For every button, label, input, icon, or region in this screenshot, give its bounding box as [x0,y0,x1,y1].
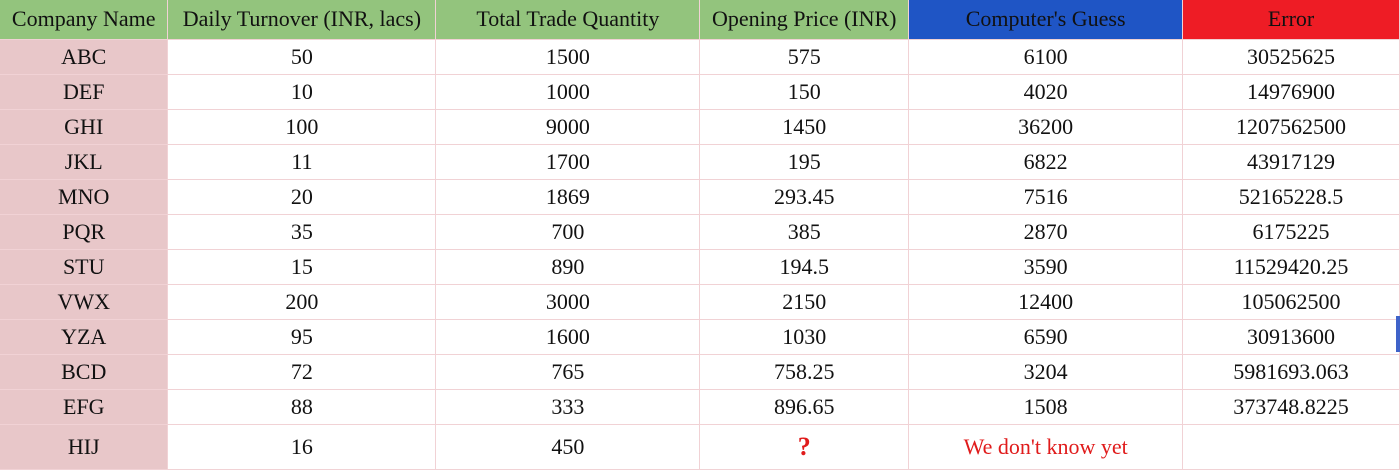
cell-daily-turnover[interactable]: 11 [167,144,437,180]
cell-computers-guess[interactable]: 7516 [908,179,1184,215]
cell-company-name[interactable]: PQR [0,214,169,250]
table-row: MNO 20 1869 293.45 7516 52165228.5 [0,179,1400,215]
table-row: DEF 10 1000 150 4020 14976900 [0,74,1400,110]
cell-daily-turnover[interactable]: 16 [167,424,437,470]
header-opening-price[interactable]: Opening Price (INR) [699,0,910,40]
cell-opening-price[interactable]: 293.45 [699,179,910,215]
cell-opening-price[interactable]: 2150 [699,284,910,320]
cell-opening-price[interactable]: 896.65 [699,389,910,425]
cell-error[interactable]: 373748.8225 [1182,389,1400,425]
cell-company-name[interactable]: JKL [0,144,169,180]
table-row: VWX 200 3000 2150 12400 105062500 [0,284,1400,320]
table-row-hij: HIJ 16 450 ? We don't know yet [0,424,1400,470]
cell-total-trade-quantity[interactable]: 1869 [435,179,701,215]
cell-computers-guess[interactable]: We don't know yet [908,424,1184,470]
cell-error[interactable]: 105062500 [1182,284,1400,320]
header-company-name[interactable]: Company Name [0,0,169,40]
cell-company-name[interactable]: YZA [0,319,169,355]
cell-error[interactable]: 1207562500 [1182,109,1400,145]
cell-total-trade-quantity[interactable]: 1700 [435,144,701,180]
cell-computers-guess[interactable]: 4020 [908,74,1184,110]
cell-computers-guess[interactable]: 6822 [908,144,1184,180]
table-row: YZA 95 1600 1030 6590 30913600 [0,319,1400,355]
header-row: Company Name Daily Turnover (INR, lacs) … [0,0,1400,40]
cell-daily-turnover[interactable]: 72 [167,354,437,390]
cell-total-trade-quantity[interactable]: 3000 [435,284,701,320]
table-row: BCD 72 765 758.25 3204 5981693.063 [0,354,1400,390]
cell-opening-price[interactable]: ? [699,424,910,470]
cell-company-name[interactable]: HIJ [0,424,169,470]
cell-daily-turnover[interactable]: 200 [167,284,437,320]
cell-computers-guess[interactable]: 6590 [908,319,1184,355]
cell-company-name[interactable]: VWX [0,284,169,320]
cell-error[interactable]: 43917129 [1182,144,1400,180]
table-body: ABC 50 1500 575 6100 30525625 DEF 10 1000 150 4020… [0,39,1400,470]
cell-computers-guess[interactable]: 2870 [908,214,1184,250]
question-mark: ? [797,431,811,461]
cell-error[interactable]: 30525625 [1182,39,1400,75]
cell-company-name[interactable]: GHI [0,109,169,145]
cell-company-name[interactable]: ABC [0,39,169,75]
cell-daily-turnover[interactable]: 10 [167,74,437,110]
cell-daily-turnover[interactable]: 88 [167,389,437,425]
cell-computers-guess[interactable]: 12400 [908,284,1184,320]
cell-daily-turnover[interactable]: 95 [167,319,437,355]
cell-error[interactable] [1182,424,1400,470]
unknown-guess-text: We don't know yet [963,433,1128,459]
table-row: GHI 100 9000 1450 36200 1207562500 [0,109,1400,145]
cell-total-trade-quantity[interactable]: 333 [435,389,701,425]
cell-daily-turnover[interactable]: 35 [167,214,437,250]
header-computers-guess[interactable]: Computer's Guess [908,0,1184,40]
cell-daily-turnover[interactable]: 15 [167,249,437,285]
table-row: ABC 50 1500 575 6100 30525625 [0,39,1400,75]
cell-computers-guess[interactable]: 1508 [908,389,1184,425]
cell-total-trade-quantity[interactable]: 9000 [435,109,701,145]
cell-company-name[interactable]: DEF [0,74,169,110]
table-row: PQR 35 700 385 2870 6175225 [0,214,1400,250]
cell-total-trade-quantity[interactable]: 450 [435,424,701,470]
cell-opening-price[interactable]: 1030 [699,319,910,355]
cell-total-trade-quantity[interactable]: 1000 [435,74,701,110]
cell-computers-guess[interactable]: 6100 [908,39,1184,75]
cell-opening-price[interactable]: 575 [699,39,910,75]
cell-company-name[interactable]: STU [0,249,169,285]
cell-total-trade-quantity[interactable]: 890 [435,249,701,285]
header-total-trade-quantity[interactable]: Total Trade Quantity [435,0,701,40]
cell-total-trade-quantity[interactable]: 1600 [435,319,701,355]
cell-daily-turnover[interactable]: 100 [167,109,437,145]
cell-opening-price[interactable]: 195 [699,144,910,180]
cell-total-trade-quantity[interactable]: 700 [435,214,701,250]
cell-error[interactable]: 30913600 [1182,319,1400,355]
table-row: JKL 11 1700 195 6822 43917129 [0,144,1400,180]
cell-error[interactable]: 11529420.25 [1182,249,1400,285]
selection-indicator [1396,316,1400,352]
table-row: EFG 88 333 896.65 1508 373748.8225 [0,389,1400,425]
cell-opening-price[interactable]: 1450 [699,109,910,145]
cell-computers-guess[interactable]: 3590 [908,249,1184,285]
cell-error[interactable]: 6175225 [1182,214,1400,250]
table-row: STU 15 890 194.5 3590 11529420.25 [0,249,1400,285]
header-error[interactable]: Error [1182,0,1400,40]
cell-total-trade-quantity[interactable]: 765 [435,354,701,390]
cell-company-name[interactable]: MNO [0,179,169,215]
cell-error[interactable]: 14976900 [1182,74,1400,110]
cell-company-name[interactable]: EFG [0,389,169,425]
cell-daily-turnover[interactable]: 50 [167,39,437,75]
cell-total-trade-quantity[interactable]: 1500 [435,39,701,75]
cell-daily-turnover[interactable]: 20 [167,179,437,215]
cell-company-name[interactable]: BCD [0,354,169,390]
cell-opening-price[interactable]: 150 [699,74,910,110]
cell-error[interactable]: 52165228.5 [1182,179,1400,215]
cell-computers-guess[interactable]: 36200 [908,109,1184,145]
cell-opening-price[interactable]: 385 [699,214,910,250]
cell-opening-price[interactable]: 194.5 [699,249,910,285]
cell-computers-guess[interactable]: 3204 [908,354,1184,390]
cell-error[interactable]: 5981693.063 [1182,354,1400,390]
cell-opening-price[interactable]: 758.25 [699,354,910,390]
header-daily-turnover[interactable]: Daily Turnover (INR, lacs) [167,0,437,40]
